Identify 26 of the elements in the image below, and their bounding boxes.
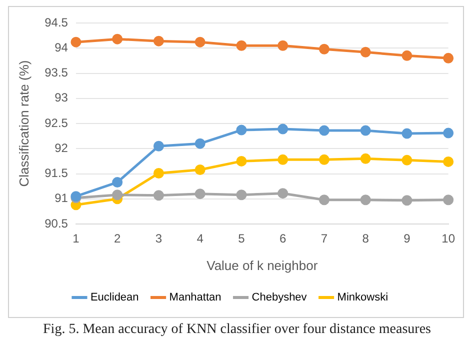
x-tick-label: 2 xyxy=(114,232,121,246)
legend-label: Euclidean xyxy=(90,292,139,304)
y-tick-label: 93 xyxy=(54,90,68,105)
x-tick-label: 8 xyxy=(362,232,370,246)
y-tick-label: 92.5 xyxy=(44,116,68,130)
y-tick-label: 90.5 xyxy=(44,216,68,230)
caption: Fig. 5. Mean accuracy of KNN classifier over four distance measures xyxy=(42,322,432,338)
legend-label: Manhattan xyxy=(169,292,222,304)
y-tick-label: 93.5 xyxy=(44,66,68,80)
y-tick-label: 91.5 xyxy=(44,166,68,180)
y-axis-title: Classification rate (%) xyxy=(16,60,32,187)
x-tick-label: 4 xyxy=(196,232,204,246)
legend-label: Chebyshev xyxy=(252,292,308,304)
legend-label: Minkowski xyxy=(337,292,388,304)
x-tick-label: 10 xyxy=(442,232,456,246)
x-tick-label: 6 xyxy=(279,232,286,246)
x-axis-title: Value of k neighbor xyxy=(206,258,318,273)
x-tick-label: 7 xyxy=(320,232,328,246)
x-tick-label: 9 xyxy=(404,232,411,246)
x-tick-label: 5 xyxy=(238,232,246,246)
y-tick-label: 94 xyxy=(54,40,68,54)
x-tick-label: 1 xyxy=(72,232,80,246)
y-tick-label: 91 xyxy=(54,191,68,206)
x-tick-label: 3 xyxy=(155,232,162,246)
y-tick-label: 94.5 xyxy=(44,15,68,30)
y-tick-label: 92 xyxy=(54,140,68,155)
